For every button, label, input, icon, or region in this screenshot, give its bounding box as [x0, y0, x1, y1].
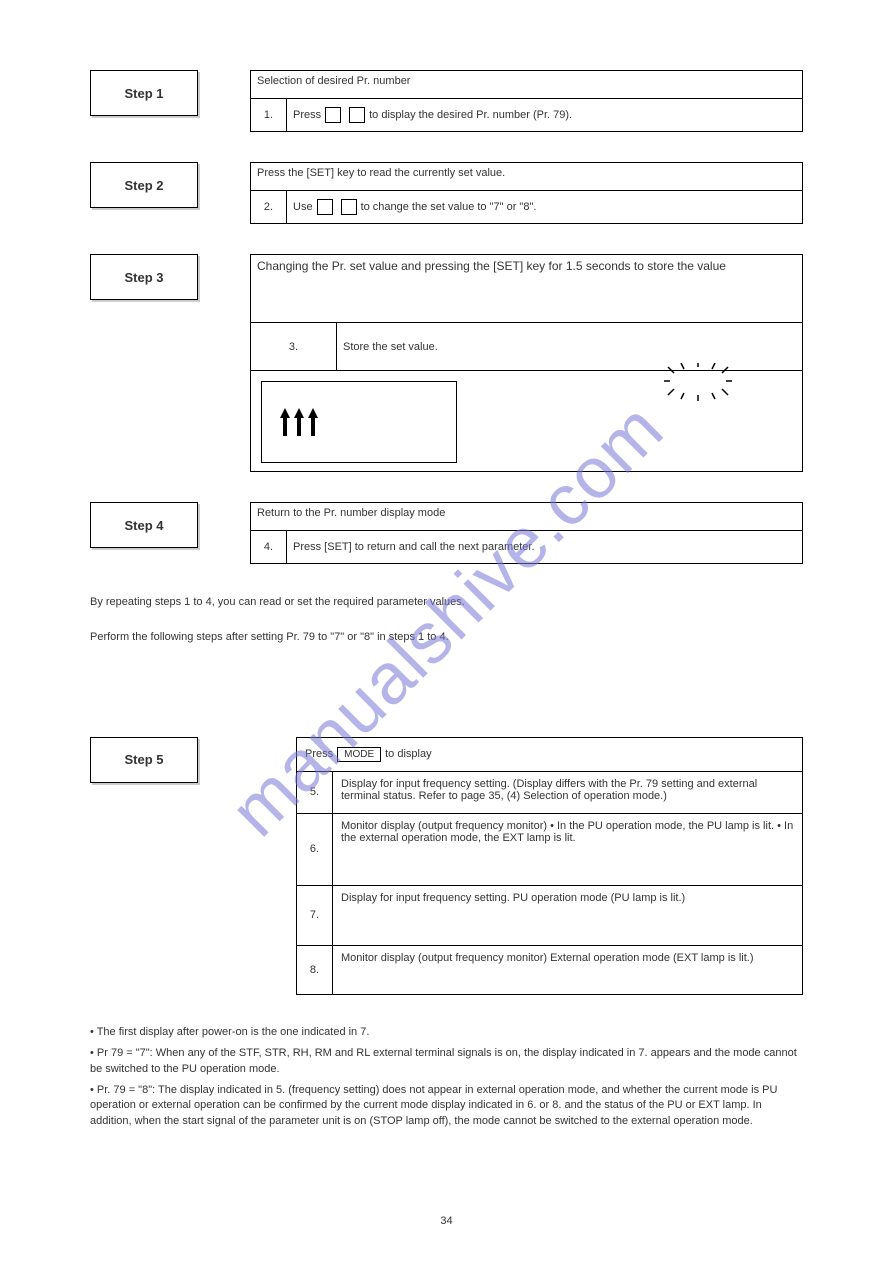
step-4-block: Step 4 Return to the Pr. number display …	[90, 502, 803, 564]
step-5-row-item: 7. Display for input frequency setting. …	[297, 886, 802, 946]
step-2-text-pre: Use	[293, 201, 313, 213]
page-number: 34	[440, 1215, 452, 1227]
step-5-label-box: Step 5	[90, 737, 198, 783]
step-5-row1-pre: Press	[305, 748, 333, 760]
post-desc-line3: • Pr. 79 = "8": The display indicated in…	[90, 1083, 803, 1129]
step-5-num: 7.	[297, 886, 333, 945]
step-3-num: 3.	[251, 323, 337, 370]
mode-button-icon: MODE	[337, 747, 381, 762]
step-1-top-row: Selection of desired Pr. number	[251, 71, 802, 99]
step-1-text: Press to display the desired Pr. number …	[287, 99, 802, 131]
button-box-icon	[341, 199, 357, 215]
step-5-num: 8.	[297, 946, 333, 994]
step-5-row1-post: to display	[385, 748, 431, 760]
step-4-content: Return to the Pr. number display mode 4.…	[250, 502, 803, 564]
arrow-up-icon	[308, 408, 318, 436]
step-3-block: Step 3 Changing the Pr. set value and pr…	[90, 254, 803, 472]
step-2-content: Press the [SET] key to read the currentl…	[250, 162, 803, 224]
step-4-label-box: Step 4	[90, 502, 198, 548]
step-2-num: 2.	[251, 191, 287, 223]
step-4-bottom-row: 4. Press [SET] to return and call the ne…	[251, 531, 802, 563]
step-5-text: Monitor display (output frequency monito…	[333, 946, 802, 994]
arrow-up-icon	[294, 408, 304, 436]
step-5-text: Monitor display (output frequency monito…	[333, 814, 802, 885]
post-desc-line1: • The first display after power-on is th…	[90, 1025, 803, 1040]
step-1-content: Selection of desired Pr. number 1. Press…	[250, 70, 803, 132]
step-2-label-box: Step 2	[90, 162, 198, 208]
intermediate-text: By repeating steps 1 to 4, you can read …	[90, 594, 803, 647]
step-5-row-item: 8. Monitor display (output frequency mon…	[297, 946, 802, 994]
button-box-icon	[325, 107, 341, 123]
step-4-num: 4.	[251, 531, 287, 563]
post-desc-line2: • Pr 79 = "7": When any of the STF, STR,…	[90, 1046, 803, 1077]
step-2-text: Use to change the set value to "7" or "8…	[287, 191, 802, 223]
step-2-bottom-row: 2. Use to change the set value to "7" or…	[251, 191, 802, 223]
step-5-row-item: 5. Display for input frequency setting. …	[297, 772, 802, 814]
step-1-num: 1.	[251, 99, 287, 131]
step-1-bottom-row: 1. Press to display the desired Pr. numb…	[251, 99, 802, 131]
step-5-num: 6.	[297, 814, 333, 885]
step-1-label-box: Step 1	[90, 70, 198, 116]
step-3-row-1: Changing the Pr. set value and pressing …	[251, 255, 802, 323]
step-2-text-post: to change the set value to "7" or "8".	[361, 201, 537, 213]
lamp-indicator-icon	[664, 363, 732, 401]
step-5-row-item: 6. Monitor display (output frequency mon…	[297, 814, 802, 886]
step-5-text: Display for input frequency setting. PU …	[333, 886, 802, 945]
step-2-block: Step 2 Press the [SET] key to read the c…	[90, 162, 803, 224]
step-1-text-pre: Press	[293, 109, 321, 121]
step-5-content: Press MODE to display 5. Display for inp…	[296, 737, 803, 995]
lamp-flicker-icon	[664, 363, 732, 401]
display-panel	[261, 381, 457, 463]
step-3-row2-text: Store the set value.	[337, 323, 802, 370]
step-1-block: Step 1 Selection of desired Pr. number 1…	[90, 70, 803, 132]
step-3-row-3	[251, 371, 802, 471]
step-5-num: 5.	[297, 772, 333, 813]
step-2-top-row: Press the [SET] key to read the currentl…	[251, 163, 802, 191]
step-4-top-row: Return to the Pr. number display mode	[251, 503, 802, 531]
step-5-text: Display for input frequency setting. (Di…	[333, 772, 802, 813]
step-3-label-box: Step 3	[90, 254, 198, 300]
button-box-icon	[317, 199, 333, 215]
arrow-up-icon	[280, 408, 290, 436]
step-3-content: Changing the Pr. set value and pressing …	[250, 254, 803, 472]
step-5-block: Step 5 Press MODE to display 5. Display …	[90, 737, 803, 995]
step-5-row-1: Press MODE to display	[297, 738, 802, 772]
button-box-icon	[349, 107, 365, 123]
step-1-text-post: to display the desired Pr. number (Pr. 7…	[369, 109, 572, 121]
step-4-text: Press [SET] to return and call the next …	[287, 531, 802, 563]
